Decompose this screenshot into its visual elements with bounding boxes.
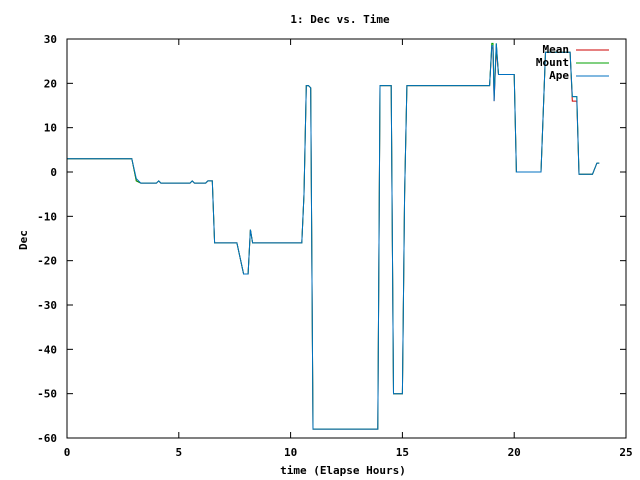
x-tick-label: 15	[396, 446, 409, 459]
series-line-mount	[67, 42, 600, 430]
y-tick-label: -10	[37, 210, 57, 223]
y-tick-label: -60	[37, 432, 57, 445]
y-tick-label: 10	[44, 122, 57, 135]
y-tick-label: 20	[44, 77, 57, 90]
y-tick-label: 30	[44, 33, 57, 46]
chart-title: 1: Dec vs. Time	[290, 13, 390, 26]
y-tick-label: -20	[37, 255, 57, 268]
x-axis-label: time (Elapse Hours)	[280, 464, 406, 477]
y-tick-label: -40	[37, 343, 57, 356]
y-axis-label: Dec	[17, 230, 30, 250]
x-tick-label: 25	[619, 446, 632, 459]
y-tick-label: 0	[50, 166, 57, 179]
plot-frame	[66, 38, 627, 439]
series-group	[67, 42, 600, 430]
x-tick-label: 20	[508, 446, 521, 459]
series-line-mean	[67, 47, 600, 430]
x-tick-label: 0	[64, 446, 71, 459]
y-tick-label: -30	[37, 299, 57, 312]
legend-label-mean: Mean	[543, 43, 570, 56]
x-tick-label: 10	[284, 446, 297, 459]
x-tick-label: 5	[175, 446, 182, 459]
legend-label-ape: Ape	[549, 69, 569, 82]
legend-label-mount: Mount	[536, 56, 569, 69]
axis-ticks: 0 5 10 15 20 25 -60 -50 -40 -30 -20 -10 0 10 20 30	[37, 33, 633, 459]
series-line-ape	[67, 43, 600, 430]
y-tick-label: -50	[37, 388, 57, 401]
